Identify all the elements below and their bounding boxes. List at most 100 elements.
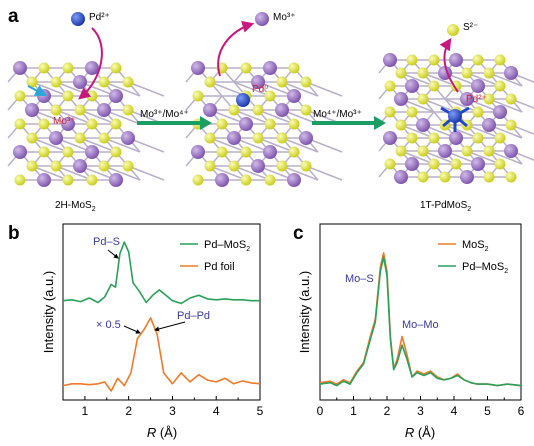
mo-atom — [438, 144, 452, 158]
s-atom — [38, 118, 50, 130]
chart-c-xtick-label-1: 0 — [317, 404, 324, 418]
chart-c-xtick-label-7: 6 — [518, 404, 525, 418]
s-atom — [384, 80, 396, 92]
s-atom — [264, 118, 276, 130]
chart-c-xtick-label-2: 1 — [350, 404, 357, 418]
mo-atom — [191, 145, 205, 159]
pdmos2-1t-lattice — [378, 53, 534, 184]
s-atom — [395, 119, 407, 131]
mo-atom — [460, 92, 474, 106]
s-atom — [494, 158, 506, 170]
s-atom — [240, 146, 252, 158]
s-atom — [252, 104, 264, 116]
s-atom — [86, 174, 98, 186]
s-atom — [26, 160, 38, 172]
s-atom — [406, 54, 418, 66]
vacancy-arrow — [27, 85, 48, 97]
exafs-chart-pd: 1 2 3 4 5 Intensity (a.u.) R (Å) Pd–MoS2 Pd … — [41, 223, 264, 440]
pd-ion-icon — [71, 12, 85, 26]
mo-atom — [191, 61, 205, 75]
s-atom — [228, 160, 240, 172]
exafs-chart-mo: 0 1 2 3 4 5 6 Intensity (a.u.) R (Å) MoS2 Pd–M… — [297, 223, 525, 440]
s-atom — [288, 146, 300, 158]
mo-atom — [215, 173, 229, 187]
s-atom — [98, 160, 110, 172]
s-atom — [240, 174, 252, 186]
pd2-site-label: Pd²⁺ — [466, 94, 487, 105]
mo-atom — [109, 89, 123, 103]
s-atom — [406, 106, 418, 118]
s-atom — [417, 171, 429, 183]
transform-arrowhead-1 — [200, 116, 212, 130]
s-atom — [428, 158, 440, 170]
chart-b-xtick-label-5: 5 — [257, 404, 264, 418]
annotation-scale: × 0.5 — [96, 319, 121, 331]
pd-in-arrow — [78, 27, 103, 100]
s-atom — [204, 132, 216, 144]
mo-atom — [227, 131, 241, 145]
s-atom — [494, 54, 506, 66]
s-atom — [240, 62, 252, 74]
mo-atom — [203, 103, 217, 117]
s-atom — [50, 76, 62, 88]
s-atom — [86, 118, 98, 130]
chart-b-ylabel: Intensity (a.u.) — [41, 271, 56, 353]
transform-1-label: Mo³⁺/Mo⁴⁺ — [140, 109, 189, 120]
s-atom — [26, 132, 38, 144]
mo-atom — [275, 103, 289, 117]
mo-atom — [37, 173, 51, 187]
mo-atom — [482, 118, 496, 132]
mo-atom — [49, 131, 63, 145]
s-atom — [395, 67, 407, 79]
s-atom — [494, 132, 506, 144]
s-atom — [461, 145, 473, 157]
s-atom — [62, 62, 74, 74]
pd0-atom-icon — [236, 93, 250, 107]
mo-atom — [85, 145, 99, 159]
chart-b-xlabel: R (Å) — [147, 425, 177, 440]
legend-b-entry-2: Pd foil — [204, 261, 235, 273]
panel-a-label: a — [8, 6, 19, 27]
chart-c-xlabel: R (Å) — [405, 425, 435, 440]
chart-b-series-line-2 — [62, 317, 261, 392]
mo-atom — [416, 118, 430, 132]
s-atom — [110, 118, 122, 130]
s-atom — [192, 90, 204, 102]
annotation-pd-pd-arrow — [154, 321, 186, 332]
chart-b-frame — [62, 223, 261, 401]
chart-c-xtick-label-4: 3 — [417, 404, 424, 418]
mos2-intermediate-lattice — [185, 61, 343, 187]
pd2-atom-icon — [448, 109, 462, 123]
mo-atom — [85, 61, 99, 75]
pd-center-site — [440, 106, 470, 132]
chart-c-series-line-2 — [319, 256, 522, 387]
s-atom — [505, 171, 517, 183]
annotation-pd-s-arrow — [107, 249, 119, 259]
s-atom — [122, 104, 134, 116]
s-atom — [472, 106, 484, 118]
mo-atom — [460, 170, 474, 184]
mo-atom — [109, 173, 123, 187]
s-atom — [288, 62, 300, 74]
s-atom — [494, 80, 506, 92]
s-atom — [228, 104, 240, 116]
s-atom — [62, 90, 74, 102]
chart-b-xtick-label-2: 2 — [125, 404, 132, 418]
s-atom — [216, 118, 228, 130]
s-atom — [62, 146, 74, 158]
annotation-mo-s: Mo–S — [345, 273, 374, 285]
s-atom — [264, 174, 276, 186]
s-atom — [300, 76, 312, 88]
s-atom — [204, 160, 216, 172]
mo-atom — [383, 131, 397, 145]
mo-atom — [449, 131, 463, 145]
mo-atom — [394, 170, 408, 184]
s-atom — [192, 174, 204, 186]
transform-2-label: Mo⁴⁺/Mo³⁺ — [313, 109, 362, 120]
mo-atom — [405, 79, 419, 93]
chart-b-xtick-label-4: 4 — [213, 404, 220, 418]
mo-atom — [25, 103, 39, 117]
annotation-scale-arrow — [123, 325, 141, 334]
mo3-site-label: Mo³⁺ — [53, 116, 76, 127]
